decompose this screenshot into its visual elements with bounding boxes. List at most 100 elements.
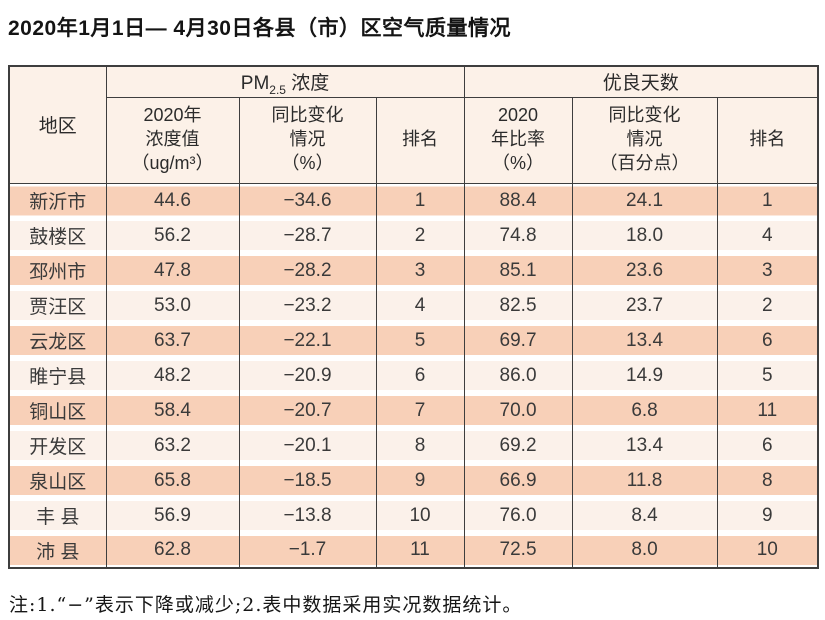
cell-rank: 10 bbox=[716, 533, 819, 568]
footnote: 注:1.“−”表示下降或减少;2.表中数据采用实况数据统计。 bbox=[9, 594, 523, 616]
cell-pm-value: 65.8 bbox=[105, 463, 240, 498]
cell-pm-value: 47.8 bbox=[105, 253, 240, 288]
cell-ratio: 72.5 bbox=[463, 533, 573, 568]
cell-pm-rank: 1 bbox=[375, 183, 465, 218]
table-row: 丰 县 56.9 −13.8 10 76.0 8.4 9 bbox=[8, 498, 819, 533]
cell-rank: 11 bbox=[716, 393, 819, 428]
cell-rank: 6 bbox=[716, 428, 819, 463]
cell-pm-rank: 4 bbox=[375, 288, 465, 323]
col-header-pm-change: 同比变化 情况 （%） bbox=[238, 96, 377, 184]
table-body: 新沂市 44.6 −34.6 1 88.4 24.1 1 鼓楼区 56.2 −2… bbox=[8, 183, 819, 568]
table-row: 铜山区 58.4 −20.7 7 70.0 6.8 11 bbox=[8, 393, 819, 428]
cell-pm-change: −1.7 bbox=[238, 533, 377, 568]
cell-rank: 6 bbox=[716, 323, 819, 358]
cell-pm-value: 44.6 bbox=[105, 183, 240, 218]
pm25-base: PM bbox=[240, 73, 270, 95]
cell-rank: 1 bbox=[716, 183, 819, 218]
cell-pm-change: −20.9 bbox=[238, 358, 377, 393]
cell-ratio: 69.2 bbox=[463, 428, 573, 463]
cell-ratio-change: 23.7 bbox=[571, 288, 718, 323]
cell-pm-change: −13.8 bbox=[238, 498, 377, 533]
cell-rank: 3 bbox=[716, 253, 819, 288]
air-quality-table: 地区 PM2.5 浓度 优良天数 2020年 浓度值 （ug/m³） 同比变化 … bbox=[8, 65, 820, 569]
cell-ratio: 70.0 bbox=[463, 393, 573, 428]
table-row: 贾汪区 53.0 −23.2 4 82.5 23.7 2 bbox=[8, 288, 819, 323]
cell-region: 贾汪区 bbox=[8, 288, 107, 323]
cell-pm-change: −23.2 bbox=[238, 288, 377, 323]
col-header-pm-rank: 排名 bbox=[375, 96, 465, 184]
cell-ratio-change: 11.8 bbox=[571, 463, 718, 498]
col-header-rank: 排名 bbox=[716, 96, 819, 184]
table-row: 邳州市 47.8 −28.2 3 85.1 23.6 3 bbox=[8, 253, 819, 288]
cell-pm-value: 56.9 bbox=[105, 498, 240, 533]
cell-region: 沛 县 bbox=[8, 533, 107, 568]
cell-ratio-change: 13.4 bbox=[571, 323, 718, 358]
cell-ratio: 88.4 bbox=[463, 183, 573, 218]
col-header-region: 地区 bbox=[8, 65, 107, 184]
cell-pm-change: −20.7 bbox=[238, 393, 377, 428]
cell-ratio-change: 8.0 bbox=[571, 533, 718, 568]
col-header-ratio-change: 同比变化 情况 （百分点） bbox=[571, 96, 718, 184]
cell-ratio-change: 18.0 bbox=[571, 218, 718, 253]
table-row: 云龙区 63.7 −22.1 5 69.7 13.4 6 bbox=[8, 323, 819, 358]
cell-pm-rank: 8 bbox=[375, 428, 465, 463]
col-header-ratio: 2020 年比率 （%） bbox=[463, 96, 573, 184]
cell-ratio: 82.5 bbox=[463, 288, 573, 323]
page-title: 2020年1月1日— 4月30日各县（市）区空气质量情况 bbox=[8, 17, 511, 40]
cell-pm-change: −28.7 bbox=[238, 218, 377, 253]
table-row: 鼓楼区 56.2 −28.7 2 74.8 18.0 4 bbox=[8, 218, 819, 253]
cell-ratio-change: 23.6 bbox=[571, 253, 718, 288]
cell-rank: 4 bbox=[716, 218, 819, 253]
cell-ratio-change: 24.1 bbox=[571, 183, 718, 218]
cell-pm-rank: 3 bbox=[375, 253, 465, 288]
table-row: 睢宁县 48.2 −20.9 6 86.0 14.9 5 bbox=[8, 358, 819, 393]
cell-pm-rank: 6 bbox=[375, 358, 465, 393]
cell-pm-change: −28.2 bbox=[238, 253, 377, 288]
cell-pm-rank: 2 bbox=[375, 218, 465, 253]
pm25-subscript: 2.5 bbox=[269, 83, 286, 98]
cell-pm-value: 56.2 bbox=[105, 218, 240, 253]
header-sub-row: 2020年 浓度值 （ug/m³） 同比变化 情况 （%） 排名 2020 年比… bbox=[9, 96, 819, 184]
cell-ratio-change: 13.4 bbox=[571, 428, 718, 463]
cell-region: 铜山区 bbox=[8, 393, 107, 428]
cell-rank: 5 bbox=[716, 358, 819, 393]
cell-region: 开发区 bbox=[8, 428, 107, 463]
col-group-good-days: 优良天数 bbox=[463, 65, 819, 98]
cell-pm-change: −20.1 bbox=[238, 428, 377, 463]
cell-ratio-change: 14.9 bbox=[571, 358, 718, 393]
cell-region: 鼓楼区 bbox=[8, 218, 107, 253]
cell-ratio: 69.7 bbox=[463, 323, 573, 358]
cell-ratio: 85.1 bbox=[463, 253, 573, 288]
cell-pm-rank: 10 bbox=[375, 498, 465, 533]
cell-rank: 8 bbox=[716, 463, 819, 498]
header-group-row: 地区 PM2.5 浓度 优良天数 bbox=[8, 65, 819, 184]
cell-pm-value: 63.7 bbox=[105, 323, 240, 358]
cell-rank: 9 bbox=[716, 498, 819, 533]
cell-pm-value: 58.4 bbox=[105, 393, 240, 428]
col-group-pm25: PM2.5 浓度 bbox=[105, 65, 465, 98]
cell-ratio: 74.8 bbox=[463, 218, 573, 253]
cell-ratio: 66.9 bbox=[463, 463, 573, 498]
cell-region: 睢宁县 bbox=[8, 358, 107, 393]
table-row: 新沂市 44.6 −34.6 1 88.4 24.1 1 bbox=[8, 183, 819, 218]
cell-pm-rank: 5 bbox=[375, 323, 465, 358]
cell-pm-change: −18.5 bbox=[238, 463, 377, 498]
cell-ratio-change: 8.4 bbox=[571, 498, 718, 533]
cell-ratio-change: 6.8 bbox=[571, 393, 718, 428]
cell-pm-value: 62.8 bbox=[105, 533, 240, 568]
table-row: 沛 县 62.8 −1.7 11 72.5 8.0 10 bbox=[8, 533, 819, 568]
cell-region: 邳州市 bbox=[8, 253, 107, 288]
cell-pm-value: 53.0 bbox=[105, 288, 240, 323]
cell-region: 丰 县 bbox=[8, 498, 107, 533]
cell-region: 新沂市 bbox=[8, 183, 107, 218]
cell-pm-change: −34.6 bbox=[238, 183, 377, 218]
col-header-pm-value: 2020年 浓度值 （ug/m³） bbox=[105, 96, 240, 184]
cell-pm-rank: 7 bbox=[375, 393, 465, 428]
cell-region: 泉山区 bbox=[8, 463, 107, 498]
cell-ratio: 76.0 bbox=[463, 498, 573, 533]
cell-pm-rank: 9 bbox=[375, 463, 465, 498]
table-row: 开发区 63.2 −20.1 8 69.2 13.4 6 bbox=[8, 428, 819, 463]
cell-pm-change: −22.1 bbox=[238, 323, 377, 358]
table-row: 泉山区 65.8 −18.5 9 66.9 11.8 8 bbox=[8, 463, 819, 498]
